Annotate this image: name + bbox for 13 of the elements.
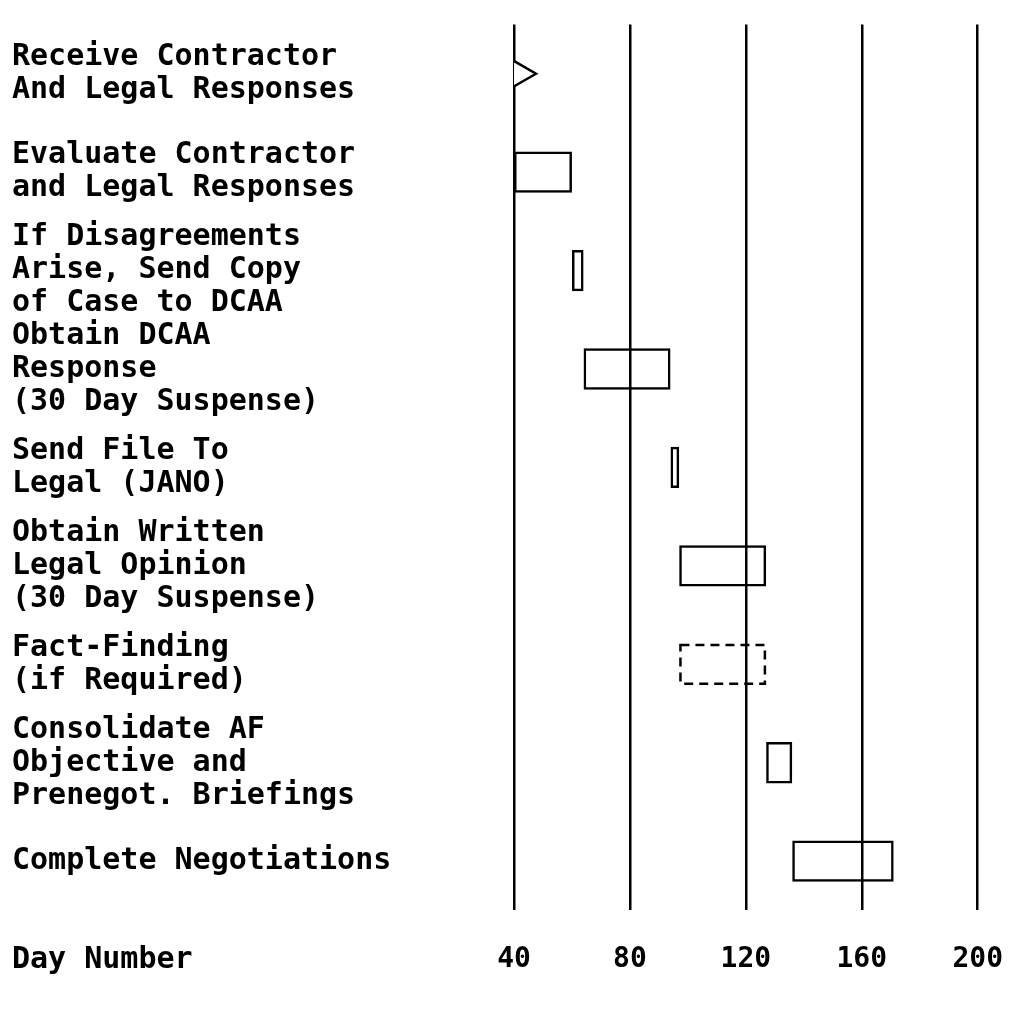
y-tick-label: Obtain Written Legal Opinion (30 Day Suspense) [12,512,320,614]
x-tick-label: 120 [720,941,772,975]
y-tick-label: Evaluate Contractor and Legal Responses [12,135,356,204]
x-tick-label: 160 [836,941,888,975]
x-axis-title: Day Number [12,940,193,975]
x-tick-label: 40 [497,941,531,975]
x-tick-label: 80 [613,941,647,975]
y-tick-label: Consolidate AF Objective and Prenegot. Briefings [12,709,356,811]
x-tick-label: 200 [952,941,1003,975]
y-tick-label: Send File To Legal (JANO) [12,430,229,499]
y-tick-label: Receive Contractor And Legal Responses [12,37,356,106]
y-tick-label: Fact-Finding (if Required) [12,627,247,696]
y-tick-label: Complete Negotiations [12,840,392,876]
